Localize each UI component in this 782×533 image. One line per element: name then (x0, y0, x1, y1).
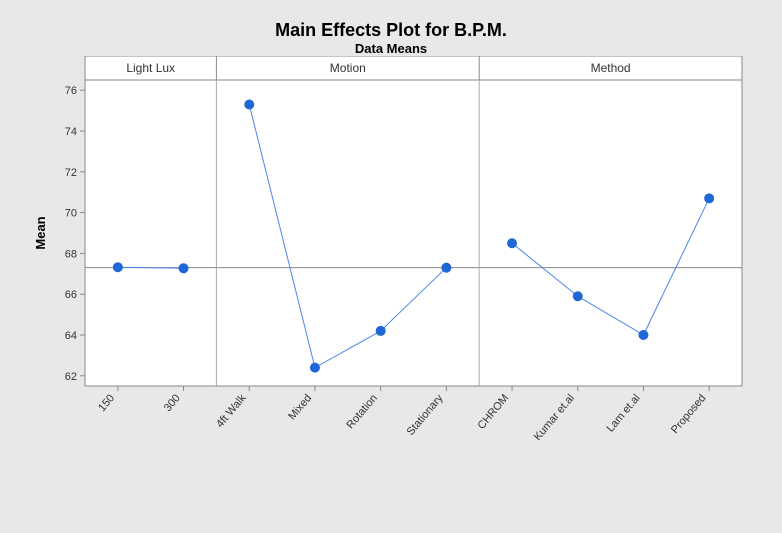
svg-text:Light Lux: Light Lux (126, 61, 175, 75)
svg-text:Mixed: Mixed (286, 392, 314, 422)
svg-text:Proposed: Proposed (669, 392, 708, 436)
svg-text:68: 68 (65, 248, 77, 260)
svg-text:Method: Method (591, 61, 631, 75)
svg-text:Stationary: Stationary (405, 392, 446, 438)
svg-text:150: 150 (96, 392, 117, 414)
svg-text:Motion: Motion (330, 61, 366, 75)
chart-frame: Main Effects Plot for B.P.M. Data Means … (30, 20, 752, 503)
svg-text:Lam et.al: Lam et.al (604, 392, 642, 434)
svg-text:4ft Walk: 4ft Walk (214, 392, 249, 430)
svg-text:Rotation: Rotation (344, 392, 380, 431)
svg-text:300: 300 (162, 392, 183, 414)
chart-subtitle: Data Means (30, 41, 752, 56)
chart-outer: Main Effects Plot for B.P.M. Data Means … (0, 0, 782, 533)
svg-text:76: 76 (65, 85, 77, 97)
svg-text:72: 72 (65, 167, 77, 179)
svg-text:70: 70 (65, 208, 77, 220)
svg-text:74: 74 (65, 126, 77, 138)
main-effects-plot: 62 64 66 68 70 72 74 76 Mean Light Lux 150 300 Motio… (30, 56, 752, 496)
svg-text:Mean: Mean (33, 216, 48, 249)
chart-title: Main Effects Plot for B.P.M. (30, 20, 752, 41)
svg-text:62: 62 (65, 371, 77, 383)
svg-text:CHROM: CHROM (475, 392, 511, 432)
svg-text:66: 66 (65, 289, 77, 301)
svg-text:64: 64 (65, 330, 77, 342)
svg-text:Kumar et.al: Kumar et.al (532, 392, 577, 443)
